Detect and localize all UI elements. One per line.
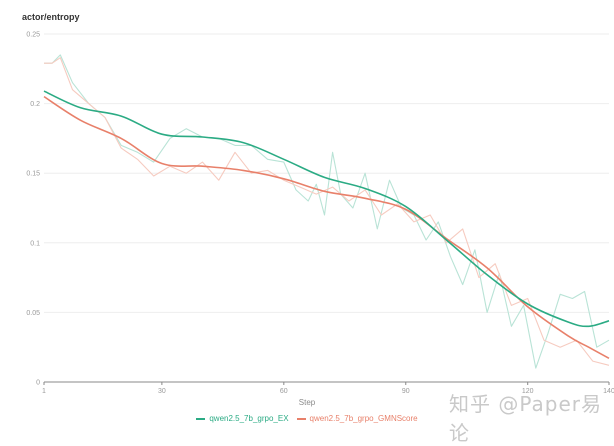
x-tick-label: 30 — [158, 388, 166, 395]
raw-series-line — [44, 54, 610, 369]
x-axis-label: Step — [298, 398, 316, 407]
watermark: 知乎 @Paper易论 — [449, 392, 602, 445]
x-tick-label: 90 — [402, 388, 410, 395]
x-tick-label: 1 — [42, 388, 46, 395]
y-tick-label: 0.05 — [26, 310, 40, 317]
chart-legend: qwen2.5_7b_grpo_EX qwen2.5_7b_grpo_GMNSc… — [0, 414, 614, 423]
y-tick-label: 0.25 — [26, 32, 40, 39]
legend-label: qwen2.5_7b_grpo_GMNScore — [309, 414, 418, 423]
legend-swatch-icon — [196, 417, 206, 420]
y-tick-label: 0.2 — [30, 101, 40, 108]
raw-series-line — [44, 57, 610, 366]
legend-item-gmnscore[interactable]: qwen2.5_7b_grpo_GMNScore — [296, 414, 418, 423]
legend-swatch-icon — [296, 417, 306, 420]
series-line — [43, 90, 610, 328]
legend-label: qwen2.5_7b_grpo_EX — [209, 414, 289, 423]
x-tick-label: 120 — [522, 388, 534, 395]
x-tick-label: 60 — [280, 388, 288, 395]
chart-title: actor/entropy — [22, 12, 80, 22]
y-tick-label: 0 — [36, 380, 40, 387]
y-tick-label: 0.15 — [26, 171, 40, 178]
series-line — [43, 95, 610, 360]
line-chart-plot: 0 0.05 0.1 0.15 0.2 0.25 1 30 60 90 120 140 — [26, 32, 614, 396]
legend-item-ex[interactable]: qwen2.5_7b_grpo_EX — [196, 414, 289, 423]
x-tick-label: 140 — [603, 388, 614, 395]
y-tick-label: 0.1 — [30, 240, 40, 247]
